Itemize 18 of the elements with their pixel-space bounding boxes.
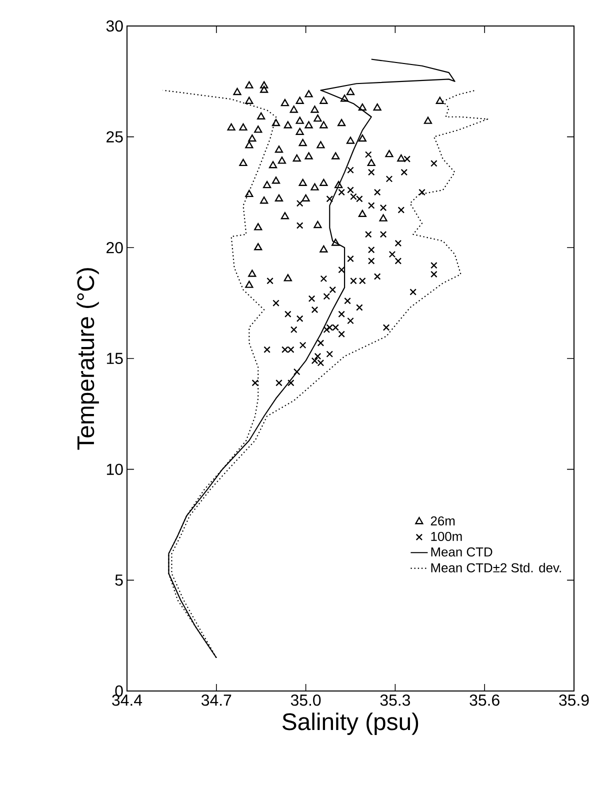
y-tick-label: 10 <box>106 464 123 475</box>
legend-label: 100m <box>431 532 462 542</box>
x-tick-label: 35.3 <box>380 694 410 706</box>
y-tick-label: 25 <box>106 131 123 142</box>
legend-label: Mean CTD <box>431 547 492 557</box>
y-tick-label: 30 <box>106 20 123 32</box>
y-tick-label: 20 <box>106 242 123 254</box>
y-tick-label: 5 <box>115 574 123 586</box>
x-tick-label: 35.0 <box>290 694 321 706</box>
y-axis-title: Temperature (°C) <box>76 268 99 450</box>
legend-label: Mean CTD±2 Std. dev. <box>431 562 561 572</box>
x-tick-label: 34.4 <box>112 694 142 706</box>
x-tick-label: 34.7 <box>201 694 232 706</box>
legend-label: 26m <box>430 516 455 526</box>
x-tick-label: 35.9 <box>559 694 589 706</box>
y-tick-label: 15 <box>106 352 123 364</box>
x-axis-title: Salinity (psu) <box>282 712 418 735</box>
x-tick-label: 35.6 <box>470 694 500 706</box>
